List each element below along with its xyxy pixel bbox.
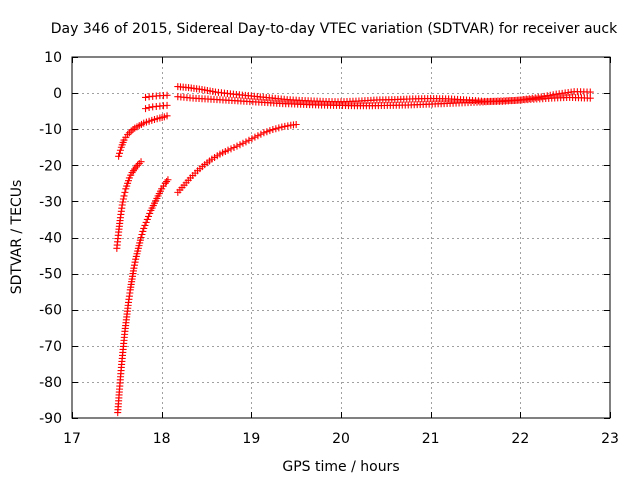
data-point (227, 145, 235, 153)
x-tick-label: 17 (63, 431, 81, 447)
data-point (130, 261, 138, 269)
x-tick-label: 22 (511, 431, 529, 447)
y-tick-label: -30 (39, 194, 62, 210)
chart-title: Day 346 of 2015, Sidereal Day-to-day VTE… (51, 21, 618, 37)
y-tick-label: -50 (39, 267, 62, 283)
data-point (251, 133, 259, 141)
y-tick-label: 0 (53, 86, 62, 102)
data-point (257, 130, 265, 138)
data-point (146, 209, 154, 217)
data-point (121, 188, 129, 196)
series-arc-2 (113, 158, 145, 252)
x-tick-label: 21 (422, 431, 440, 447)
data-point (131, 258, 139, 266)
data-point (236, 141, 244, 149)
data-point (116, 149, 124, 157)
data-point (263, 128, 271, 136)
data-point (292, 121, 300, 129)
data-point (163, 101, 171, 109)
x-tick-label: 20 (332, 431, 350, 447)
data-point (130, 264, 138, 272)
data-point (142, 93, 150, 101)
data-point (233, 142, 241, 150)
y-axis-label: SDTVAR / TECUs (9, 180, 25, 295)
data-point (272, 125, 280, 133)
data-point (248, 135, 256, 143)
x-axis-label: GPS time / hours (282, 459, 399, 475)
y-tick-label: -40 (39, 231, 62, 247)
data-point (239, 139, 247, 147)
y-tick-label: -70 (39, 339, 62, 355)
data-point (125, 129, 133, 137)
data-point (118, 201, 126, 209)
series-arc-8 (174, 93, 594, 110)
data-point (139, 227, 147, 235)
series-arc-5 (142, 91, 171, 101)
data-point (116, 146, 124, 154)
data-point (586, 94, 594, 102)
data-point (266, 127, 274, 135)
data-point (163, 112, 171, 120)
data-point (138, 230, 146, 238)
series-arc-6 (142, 101, 171, 113)
data-point (143, 215, 151, 223)
data-point (245, 136, 253, 144)
data-point (119, 195, 127, 203)
series-arc-3 (114, 176, 172, 417)
data-point (281, 122, 289, 130)
data-point (254, 132, 262, 140)
y-tick-label: -60 (39, 303, 62, 319)
x-tick-label: 19 (242, 431, 260, 447)
data-point (164, 176, 172, 184)
data-point (137, 158, 145, 166)
y-tick-label: 10 (44, 50, 62, 66)
x-tick-label: 18 (153, 431, 171, 447)
y-tick-label: -10 (39, 122, 62, 138)
y-tick-label: -90 (39, 411, 62, 427)
data-point (120, 192, 128, 200)
data-point (142, 218, 150, 226)
y-tick-label: -80 (39, 375, 62, 391)
data-point (140, 224, 148, 232)
data-point (278, 123, 286, 131)
data-points (113, 83, 594, 417)
data-point (269, 126, 277, 134)
data-point (275, 124, 283, 132)
data-point (115, 152, 123, 160)
data-point (135, 159, 143, 167)
series-arc-4 (174, 121, 300, 196)
data-point (260, 129, 268, 137)
data-point (145, 212, 153, 220)
data-point (145, 104, 153, 112)
data-point (137, 234, 145, 241)
data-point (142, 105, 150, 113)
data-point (242, 138, 250, 146)
y-tick-label: -20 (39, 158, 62, 174)
data-point (586, 88, 594, 96)
x-tick-label: 23 (601, 431, 619, 447)
data-point (163, 178, 171, 186)
data-point (163, 91, 171, 99)
axis-ticks: 17 18 19 20 21 22 23 10 0 -10 -20 -30 -40 -50 -60 -70 -8… (39, 50, 619, 447)
data-point (284, 122, 292, 130)
series-arc-1 (115, 112, 171, 160)
data-point (230, 143, 238, 151)
data-point (119, 198, 127, 206)
grid (72, 57, 610, 418)
data-point (141, 221, 149, 229)
data-point (224, 146, 232, 154)
